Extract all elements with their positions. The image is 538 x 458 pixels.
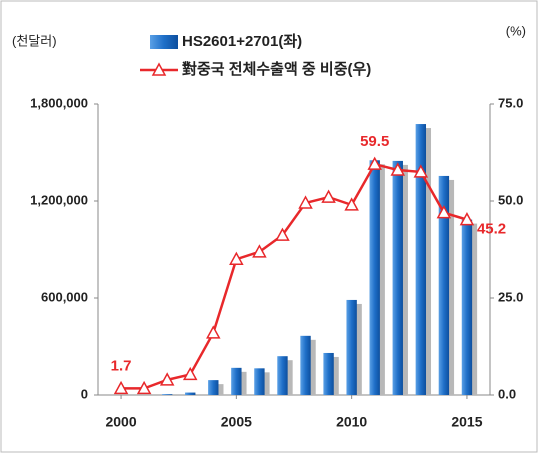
marker [206,325,221,339]
x-tick-label: 2000 [105,414,136,430]
legend-label: 對중국 전체수출액 중 비중(우) [182,60,371,78]
marker [182,366,198,381]
line [121,162,468,390]
marker [413,164,429,178]
data-label: 45.2 [477,221,506,238]
bar [438,175,450,395]
bar [415,124,427,396]
marker [113,380,129,395]
y2-tick-label: 50.0 [498,192,523,207]
bar [161,394,173,395]
data-label: 59.5 [360,133,389,150]
x-tick-label: 2010 [336,414,367,430]
marker [459,212,475,226]
marker [275,227,290,241]
y2-tick-label: 75.0 [498,95,523,110]
x-tick-label: 2015 [451,414,482,430]
marker [136,380,152,395]
y-tick-label: 600,000 [41,289,88,304]
y2-tick-label: 0.0 [498,386,516,401]
marker [229,251,244,265]
y2-tick-label: 25.0 [498,289,523,304]
marker [344,197,359,211]
x-tick-label: 2005 [221,414,252,430]
legend-swatch [150,35,178,49]
bar [185,392,196,395]
bar [300,335,311,395]
y-tick-label: 1,800,000 [30,95,88,110]
y-tick-label: 0 [81,386,88,401]
marker [321,189,336,203]
marker [390,162,406,176]
marker [367,156,382,170]
y-tick-label: 1,200,000 [30,192,88,207]
bar [461,219,473,395]
bar [392,160,403,395]
legend-marker [151,62,167,76]
bar [254,368,265,395]
legend-label: HS2601+2701(좌) [182,33,302,50]
data-label: 1.7 [111,357,132,374]
bar [346,299,357,395]
bar [277,356,288,395]
bar [208,380,219,395]
marker [436,205,452,219]
bar [323,352,334,395]
y2-axis-label: (%) [506,23,526,38]
bar [231,367,242,395]
y-axis-label: (천달러) [12,33,57,48]
bar [369,160,380,395]
marker [159,372,175,386]
marker [298,195,313,209]
marker [252,244,267,258]
